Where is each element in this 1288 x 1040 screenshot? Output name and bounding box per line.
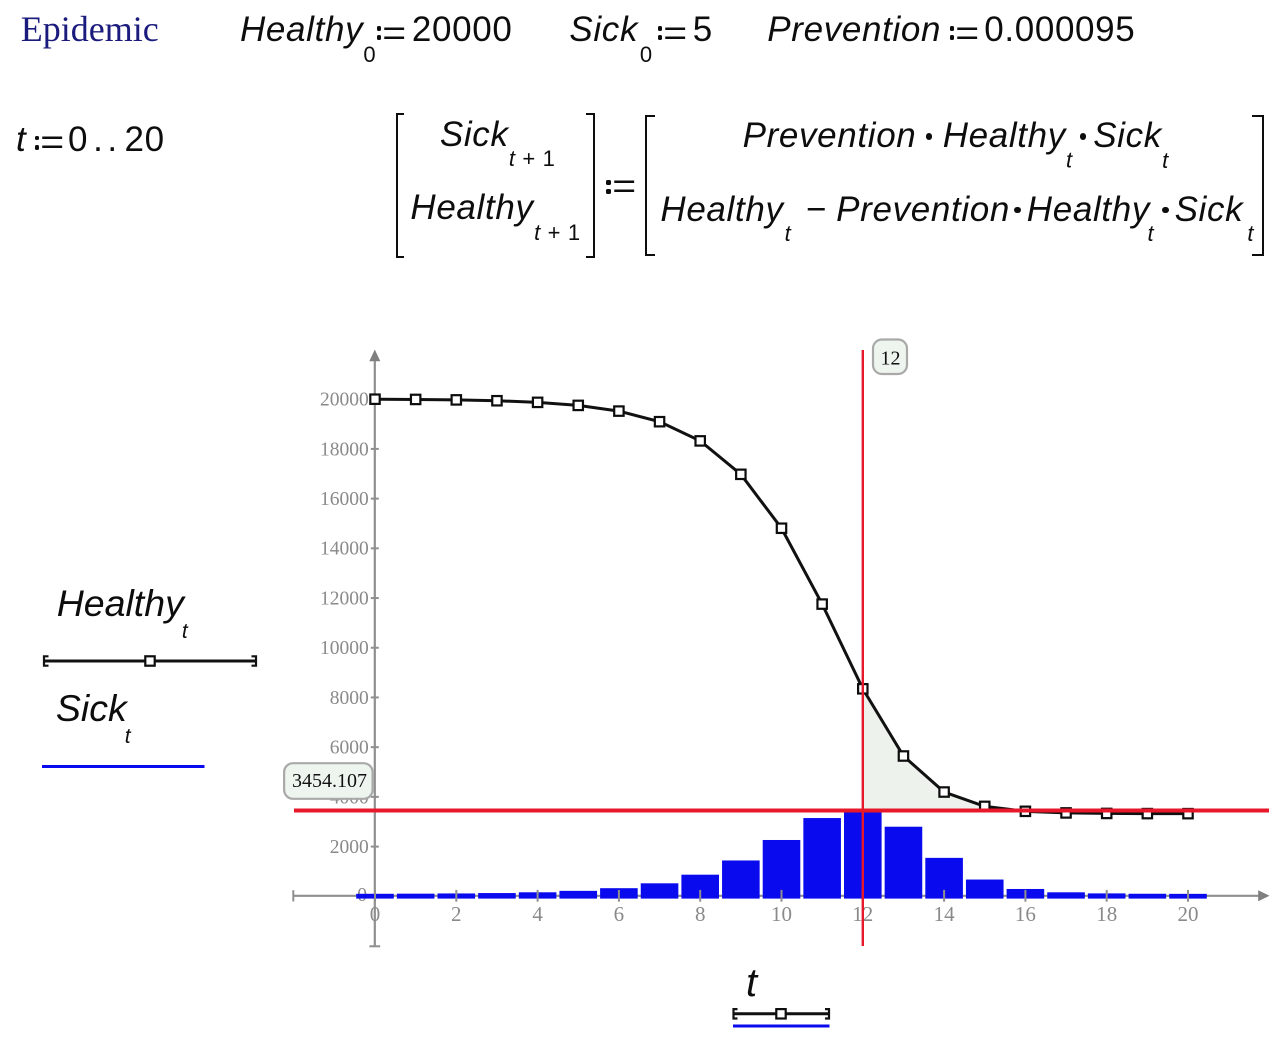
svg-text:12: 12 [881,347,901,369]
svg-text:14000: 14000 [320,539,369,560]
svg-text:10000: 10000 [320,638,369,659]
svg-text:20000: 20000 [320,390,369,411]
svg-text:0: 0 [370,902,381,926]
svg-text:14: 14 [934,902,956,926]
svg-text:2: 2 [451,902,462,926]
svg-text:12000: 12000 [320,588,369,609]
svg-text:18: 18 [1096,902,1117,926]
svg-text:6000: 6000 [330,738,369,759]
svg-text:16000: 16000 [320,489,369,510]
svg-text:2000: 2000 [330,837,369,858]
svg-text:8000: 8000 [330,688,369,709]
svg-text:4: 4 [532,902,543,926]
svg-text:8: 8 [695,902,706,926]
svg-text:18000: 18000 [320,439,369,460]
svg-text:10: 10 [771,902,792,926]
svg-text:3454.107: 3454.107 [292,770,367,792]
svg-text:6: 6 [614,902,625,926]
svg-text:20: 20 [1178,902,1199,926]
svg-text:16: 16 [1015,902,1036,926]
